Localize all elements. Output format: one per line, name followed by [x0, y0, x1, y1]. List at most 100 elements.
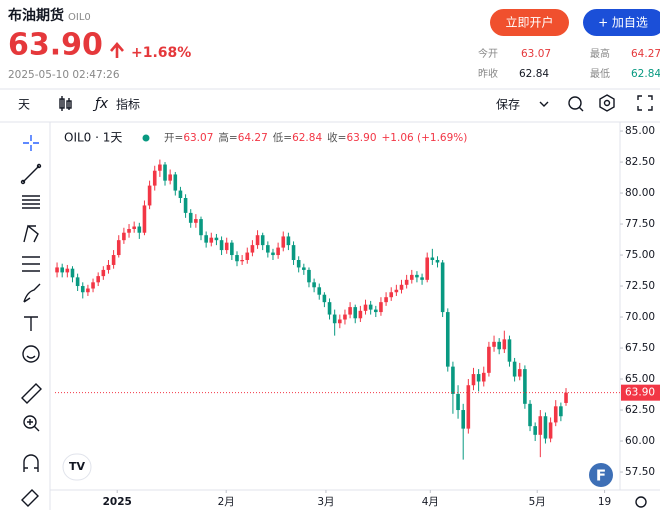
fullscreen-icon[interactable] — [637, 95, 653, 111]
candle-body — [553, 406, 558, 423]
candle-body — [55, 267, 59, 273]
stat-value: 62.84 — [631, 68, 660, 80]
stat-label: 最高 — [590, 47, 610, 60]
chart-type-icon[interactable] — [59, 96, 72, 111]
candle-body — [481, 372, 486, 382]
y-tick-label: 60.00 — [625, 435, 655, 447]
candle-body — [281, 236, 286, 248]
candle-body — [199, 219, 203, 236]
candle-body — [271, 252, 275, 256]
candle-body — [266, 245, 270, 253]
settings-icon[interactable] — [599, 94, 615, 112]
candle-body — [317, 287, 322, 295]
y-tick-label: 85.00 — [625, 125, 655, 137]
candle-body — [188, 212, 193, 223]
f-badge — [589, 463, 613, 487]
candle-body — [456, 393, 460, 411]
candle-body — [183, 198, 188, 213]
stat-value: 62.84 — [519, 68, 549, 80]
open-account-button[interactable] — [490, 9, 569, 36]
candle-body — [209, 237, 214, 243]
candle-body — [291, 245, 296, 260]
legend-value: +1.06 (+1.69%) — [382, 132, 468, 144]
candle-body — [312, 282, 316, 288]
candle-body — [409, 274, 414, 280]
fx-icon: ƒx — [92, 96, 109, 112]
x-tick-label: 19 — [598, 496, 611, 508]
candle-body — [528, 403, 532, 427]
candle-body — [296, 260, 301, 268]
y-tick-label: 57.50 — [625, 466, 655, 478]
instrument-name: 布油期货 — [8, 7, 64, 24]
candle-body — [523, 369, 527, 404]
candle-body — [399, 284, 404, 290]
y-tick-label: 70.00 — [625, 311, 655, 323]
legend-value: 63.90 — [346, 132, 376, 144]
chevron[interactable] — [539, 101, 549, 107]
candle-body — [348, 307, 352, 315]
legend-label: 高= — [218, 131, 237, 144]
last-price-label: 63.90 — [625, 387, 655, 399]
candle-body — [214, 237, 219, 241]
drawing-tools[interactable] — [20, 135, 42, 507]
candle-body — [353, 307, 358, 319]
candle-body — [507, 339, 512, 362]
candle-body — [106, 264, 111, 270]
candle-body — [461, 410, 465, 429]
candle-body — [116, 240, 121, 256]
candle-body — [425, 257, 430, 280]
y-tick-label: 82.50 — [625, 156, 655, 168]
candle-body — [86, 288, 90, 293]
candle-body — [60, 267, 64, 273]
candle-body — [338, 319, 342, 324]
stat-label: 今开 — [478, 47, 498, 60]
legend-label: 收= — [327, 131, 346, 144]
candle-body — [219, 240, 224, 251]
candle-body — [415, 274, 419, 278]
x-tick-label: 5月 — [529, 496, 546, 508]
candle-body — [502, 339, 507, 350]
candle-body — [65, 268, 70, 273]
candle-body — [404, 279, 409, 285]
indicators-button[interactable]: 指标 — [116, 97, 140, 112]
candle-body — [230, 242, 234, 256]
last-price-tag — [621, 384, 660, 401]
tv-logo-text: TV — [69, 460, 86, 473]
save-button[interactable]: 保存 — [496, 98, 520, 112]
candle-body — [224, 242, 229, 251]
candle-body — [435, 260, 440, 263]
candle-body — [142, 205, 147, 233]
interval-button[interactable]: 天 — [18, 98, 30, 112]
candle-body — [440, 262, 445, 313]
watchlist-button[interactable] — [583, 9, 660, 36]
candle-body — [255, 235, 260, 246]
candle-body — [91, 282, 95, 289]
candle-body — [152, 170, 157, 186]
candle-body — [466, 385, 471, 429]
alert-icon[interactable] — [568, 96, 584, 112]
candle-body — [163, 164, 167, 181]
candle-body — [420, 277, 424, 280]
candle-body — [497, 341, 501, 350]
candle-body — [564, 392, 568, 403]
candle-body — [286, 236, 291, 246]
candle-body — [379, 302, 383, 313]
candle-body — [476, 374, 481, 382]
candle-body — [147, 185, 152, 206]
axis-settings[interactable] — [635, 496, 647, 508]
legend-label: 开= — [164, 132, 183, 144]
candle-body — [260, 235, 265, 246]
tv-logo — [62, 453, 92, 481]
candle-body — [137, 226, 142, 233]
candle-body — [445, 312, 450, 367]
candle-body — [389, 292, 394, 298]
candle-body — [80, 286, 85, 293]
candle-body — [559, 406, 563, 417]
candle-body — [548, 422, 553, 439]
x-tick-label: 4月 — [422, 496, 439, 508]
x-tick-label: 2月 — [218, 496, 235, 508]
y-tick-label: 75.00 — [625, 249, 655, 261]
y-tick-label: 80.00 — [625, 187, 655, 199]
candle-body — [194, 219, 198, 223]
candle-body — [96, 276, 100, 283]
